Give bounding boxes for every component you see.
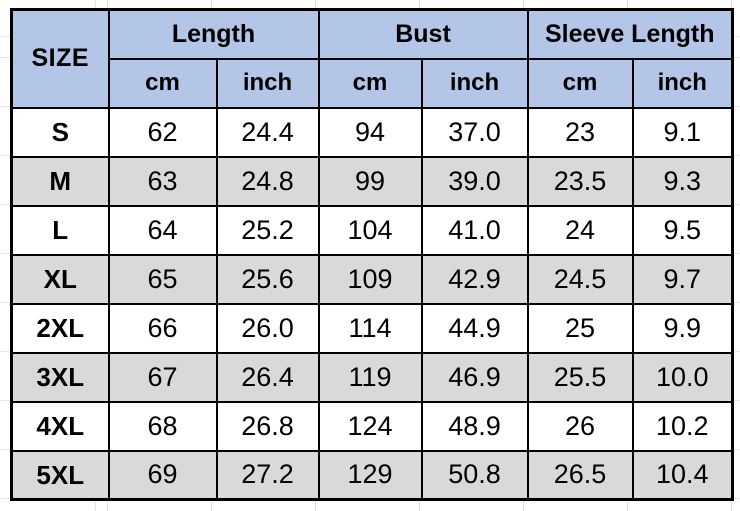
table-row-5xl: 5XL 69 27.2 129 50.8 26.5 10.4 (10, 449, 734, 501)
size-label: 4XL (10, 400, 110, 452)
sleeve-inch-value: 9.7 (631, 253, 734, 305)
sleeve-cm-value: 25.5 (526, 351, 634, 403)
length-cm-value: 63 (107, 155, 218, 207)
size-label: L (10, 204, 110, 256)
unit-header-bust-inch: inch (420, 57, 529, 109)
length-inch-value: 24.8 (215, 155, 320, 207)
bust-inch-value: 44.9 (420, 302, 529, 354)
unit-header-sleeve-cm: cm (526, 57, 634, 109)
bust-cm-value: 119 (317, 351, 423, 403)
unit-header-row: cm inch cm inch cm inch (12, 57, 734, 109)
length-inch-value: 26.4 (215, 351, 320, 403)
sleeve-inch-value: 9.1 (631, 106, 734, 158)
sleeve-cm-value: 26 (526, 400, 634, 452)
sleeve-inch-value: 9.5 (631, 204, 734, 256)
bust-inch-value: 41.0 (420, 204, 529, 256)
bust-cm-value: 99 (317, 155, 423, 207)
bust-cm-value: 114 (317, 302, 423, 354)
size-label: S (10, 106, 110, 158)
unit-header-bust-cm: cm (317, 57, 423, 109)
group-header-length: Length (107, 8, 320, 60)
bust-inch-value: 42.9 (420, 253, 529, 305)
bust-cm-value: 124 (317, 400, 423, 452)
sleeve-cm-value: 26.5 (526, 449, 634, 501)
unit-header-length-inch: inch (215, 57, 320, 109)
sleeve-inch-value: 10.0 (631, 351, 734, 403)
sleeve-cm-value: 23 (526, 106, 634, 158)
unit-header-sleeve-inch: inch (631, 57, 734, 109)
length-cm-value: 66 (107, 302, 218, 354)
bust-inch-value: 39.0 (420, 155, 529, 207)
bust-cm-value: 94 (317, 106, 423, 158)
group-header-bust: Bust (317, 8, 529, 60)
sleeve-cm-value: 25 (526, 302, 634, 354)
sleeve-inch-value: 9.9 (631, 302, 734, 354)
table-row-xl: XL 65 25.6 109 42.9 24.5 9.7 (10, 253, 734, 305)
length-inch-value: 27.2 (215, 449, 320, 501)
size-label: M (10, 155, 110, 207)
table-row-l: L 64 25.2 104 41.0 24 9.5 (10, 204, 734, 256)
sleeve-inch-value: 9.3 (631, 155, 734, 207)
sleeve-cm-value: 24.5 (526, 253, 634, 305)
sleeve-inch-value: 10.4 (631, 449, 734, 501)
bust-cm-value: 129 (317, 449, 423, 501)
sleeve-cm-value: 23.5 (526, 155, 634, 207)
length-cm-value: 67 (107, 351, 218, 403)
unit-header-length-cm: cm (107, 57, 218, 109)
size-label: 5XL (10, 449, 110, 501)
table-body: S 62 24.4 94 37.0 23 9.1 M 63 24.8 99 39… (10, 106, 734, 501)
length-inch-value: 26.8 (215, 400, 320, 452)
size-chart-table: SIZE Length Bust Sleeve Length cm inch c… (10, 8, 734, 501)
table-row-4xl: 4XL 68 26.8 124 48.9 26 10.2 (10, 400, 734, 452)
table-row-m: M 63 24.8 99 39.0 23.5 9.3 (10, 155, 734, 207)
length-cm-value: 62 (107, 106, 218, 158)
bust-inch-value: 37.0 (420, 106, 529, 158)
table-row-3xl: 3XL 67 26.4 119 46.9 25.5 10.0 (10, 351, 734, 403)
length-inch-value: 25.2 (215, 204, 320, 256)
bust-cm-value: 104 (317, 204, 423, 256)
length-cm-value: 65 (107, 253, 218, 305)
sleeve-cm-value: 24 (526, 204, 634, 256)
length-cm-value: 68 (107, 400, 218, 452)
group-header-sleeve-length: Sleeve Length (526, 8, 734, 60)
table-header: SIZE Length Bust Sleeve Length cm inch c… (10, 8, 734, 109)
table-row-s: S 62 24.4 94 37.0 23 9.1 (10, 106, 734, 158)
group-header-row: SIZE Length Bust Sleeve Length (10, 8, 734, 109)
length-cm-value: 64 (107, 204, 218, 256)
length-inch-value: 24.4 (215, 106, 320, 158)
bust-inch-value: 50.8 (420, 449, 529, 501)
size-label: XL (10, 253, 110, 305)
size-column-header: SIZE (10, 8, 110, 109)
size-label: 3XL (10, 351, 110, 403)
bust-cm-value: 109 (317, 253, 423, 305)
length-inch-value: 25.6 (215, 253, 320, 305)
bust-inch-value: 46.9 (420, 351, 529, 403)
bust-inch-value: 48.9 (420, 400, 529, 452)
size-label: 2XL (10, 302, 110, 354)
length-cm-value: 69 (107, 449, 218, 501)
length-inch-value: 26.0 (215, 302, 320, 354)
sleeve-inch-value: 10.2 (631, 400, 734, 452)
table-row-2xl: 2XL 66 26.0 114 44.9 25 9.9 (10, 302, 734, 354)
